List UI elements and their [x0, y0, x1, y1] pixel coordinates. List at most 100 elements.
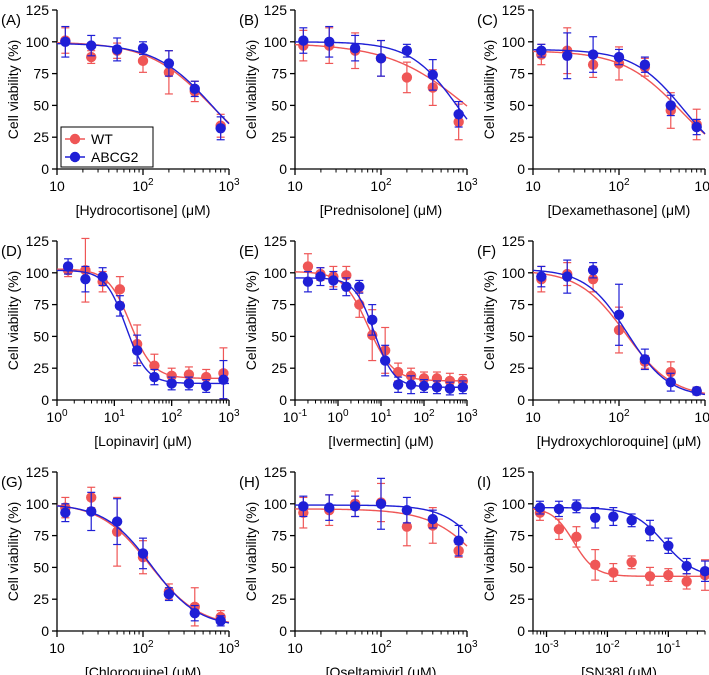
legend: WT ABCG2 [60, 126, 154, 168]
data-point [163, 588, 175, 600]
panel-g: (G) 0 25 50 75 100 125 10 102 103 Cell viability (… [1, 464, 240, 675]
data-point [349, 42, 361, 54]
y-tick-label: 25 [33, 129, 49, 145]
data-point [587, 265, 599, 276]
y-tick-label: 125 [26, 464, 50, 480]
data-point [86, 51, 97, 63]
y-axis-label: Cell viability (%) [481, 271, 497, 371]
data-point [639, 354, 651, 365]
data-point [367, 314, 378, 326]
x-tick-label: 10 [525, 409, 541, 425]
y-axis-label: Cell viability (%) [5, 271, 21, 371]
fit-curve-wt [532, 508, 705, 577]
data-point [302, 276, 314, 287]
y-tick-label: 50 [509, 97, 525, 113]
y-tick-label: 100 [26, 34, 50, 50]
series-abcg2 [533, 499, 709, 582]
data-point [665, 366, 676, 378]
data-point [418, 373, 430, 384]
y-tick-label: 0 [517, 623, 525, 639]
data-point [444, 383, 456, 394]
data-point [427, 513, 438, 525]
x-tick-label: 101 [370, 408, 392, 425]
legend-abcg2-label: ABCG2 [91, 149, 139, 165]
y-tick-label: 125 [502, 233, 526, 249]
data-point [401, 521, 413, 532]
y-tick-label: 100 [502, 34, 526, 50]
data-point [608, 567, 619, 578]
x-axis-label: [Dexamethasone] (μM) [548, 202, 691, 218]
data-point [453, 109, 464, 120]
data-point [392, 366, 404, 378]
y-tick-label: 125 [264, 233, 288, 249]
y-tick-label: 0 [517, 392, 525, 408]
y-tick-label: 50 [271, 97, 287, 113]
y-axis-label: Cell viability (%) [481, 502, 497, 602]
data-point [354, 281, 365, 292]
panel-d-label: (D) [1, 243, 22, 260]
panel-h: (H) 0 25 50 75 100 125 10 102 103 Cell viability (… [239, 464, 478, 675]
y-tick-label: 0 [41, 392, 49, 408]
data-point [349, 501, 361, 512]
data-point [114, 284, 126, 295]
x-tick-label: 10-1 [656, 639, 681, 656]
y-tick-label: 0 [41, 161, 49, 177]
data-point [218, 374, 229, 385]
data-point [587, 273, 599, 285]
series-abcg2 [56, 491, 230, 627]
y-tick-label: 50 [33, 559, 49, 575]
data-point [328, 275, 339, 286]
series-abcg2 [56, 258, 229, 400]
data-point [571, 501, 582, 512]
y-axis-label: Cell viability (%) [243, 502, 259, 602]
data-point [613, 51, 625, 63]
data-point [215, 615, 226, 627]
x-axis-label: [Prednisolone] (μM) [320, 202, 442, 218]
data-point [665, 100, 676, 111]
data-point [663, 569, 674, 581]
panel-c-label: (C) [477, 12, 498, 29]
data-point [405, 379, 417, 390]
data-point [553, 524, 565, 535]
series-abcg2 [532, 32, 706, 136]
x-tick-label: 100 [327, 408, 349, 425]
y-tick-label: 50 [509, 328, 525, 344]
y-axis-label: Cell viability (%) [481, 40, 497, 140]
x-tick-label: 103 [694, 408, 709, 425]
y-tick-label: 75 [509, 297, 525, 313]
data-point [401, 45, 413, 56]
data-point [166, 370, 177, 382]
fit-curve-abcg2 [56, 269, 229, 385]
y-axis-label: Cell viability (%) [5, 40, 21, 140]
data-point [131, 345, 143, 356]
data-point [298, 501, 309, 512]
fit-curve-wt [56, 268, 229, 380]
y-tick-label: 75 [509, 528, 525, 544]
x-axis-label: [Hydrocortisone] (μM) [76, 202, 211, 218]
x-tick-label: 100 [46, 408, 68, 425]
data-point [97, 271, 108, 282]
y-tick-label: 0 [279, 392, 287, 408]
data-point [215, 123, 226, 134]
x-tick-label: 102 [608, 177, 630, 194]
y-tick-label: 75 [33, 66, 49, 82]
series-wt [56, 237, 229, 400]
x-axis-label: [Oseltamivir] (μM) [326, 664, 437, 675]
data-point [418, 380, 430, 392]
x-tick-label: 102 [161, 408, 183, 425]
data-point [626, 557, 637, 568]
x-tick-label: 10-3 [534, 639, 559, 656]
data-point [392, 379, 404, 390]
x-tick-label: 10 [525, 178, 541, 194]
fit-curve-abcg2 [533, 506, 706, 574]
data-point [137, 548, 149, 559]
y-tick-label: 50 [271, 328, 287, 344]
data-point [375, 53, 387, 64]
legend-wt-marker [69, 133, 81, 145]
y-tick-label: 25 [509, 591, 525, 607]
data-point [663, 540, 674, 551]
legend-abcg2-marker [69, 151, 81, 163]
y-tick-label: 0 [41, 623, 49, 639]
data-point [562, 271, 573, 282]
